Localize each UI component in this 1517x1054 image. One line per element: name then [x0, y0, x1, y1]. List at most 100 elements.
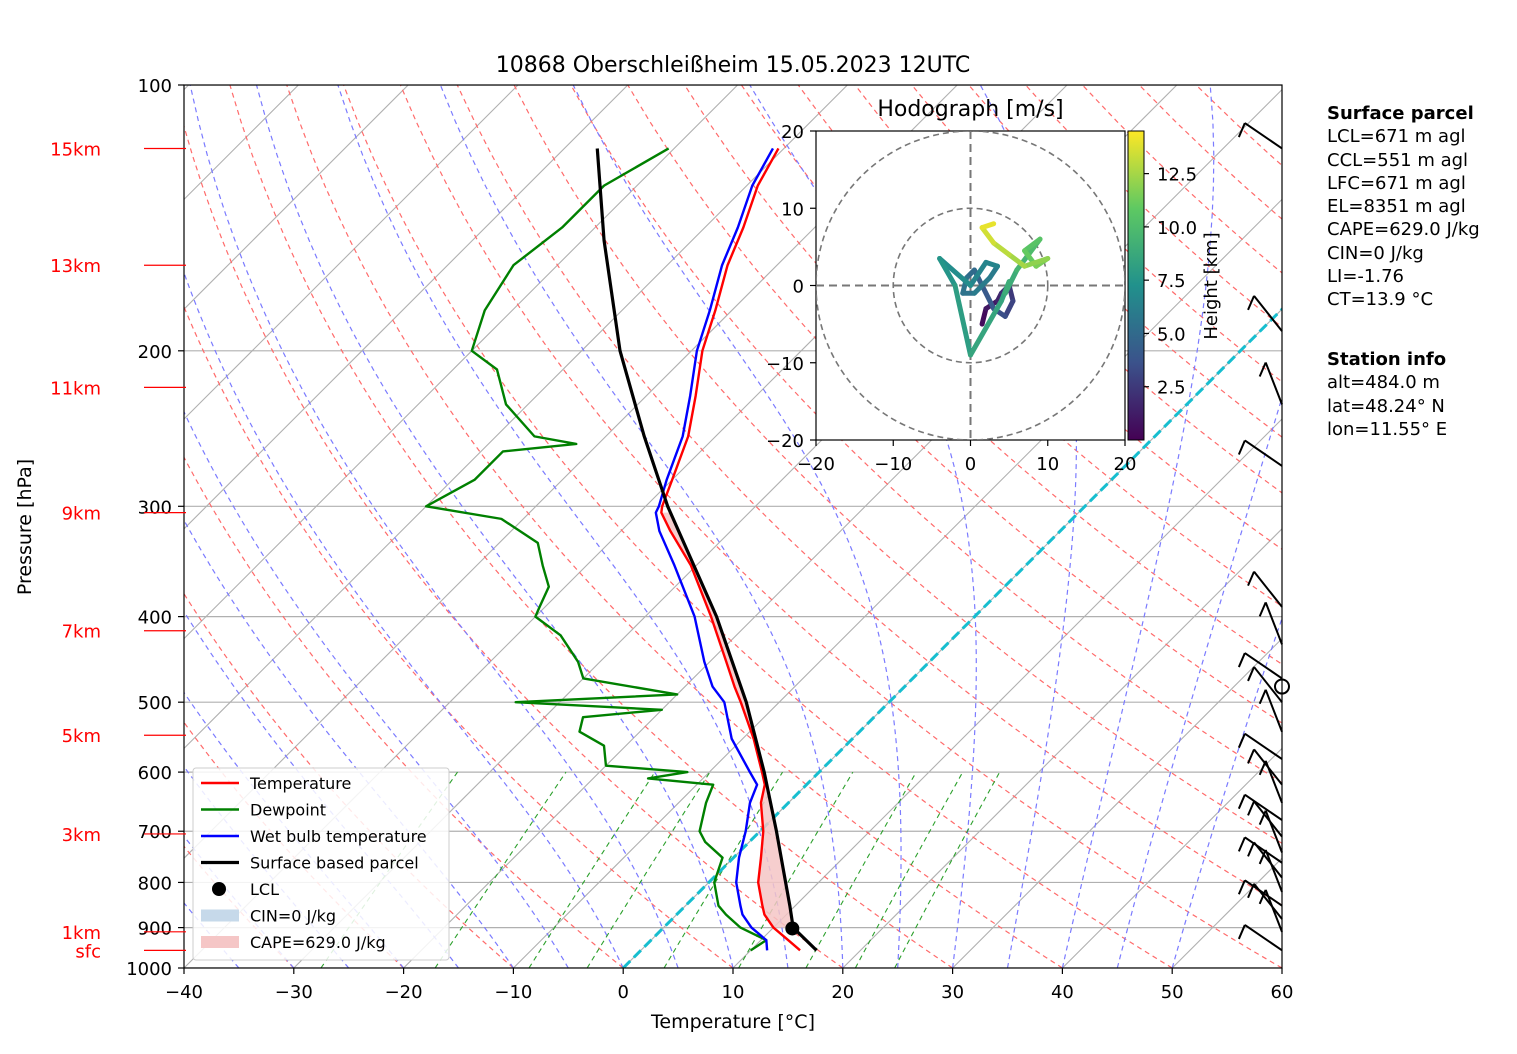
legend-label: Dewpoint [250, 801, 326, 820]
surface-parcel-cape: CAPE=629.0 J/kg [1327, 219, 1480, 241]
y-tick-label: 800 [138, 873, 172, 894]
moist-adiabat-line [1171, 616, 1282, 968]
hodograph-segment [1022, 255, 1051, 269]
axes: −40 −30 −20 −10 0 10 20 30 40 50 60100200300400500… [50, 76, 1293, 1003]
wind-barb [1264, 889, 1283, 933]
wind-barb-flag [1258, 362, 1267, 377]
hodograph-plot [816, 131, 1125, 440]
dry-adiabat-line [229, 85, 953, 968]
surface-parcel-panel: Surface parcel LCL=671 m agl CCL=551 m a… [1327, 102, 1480, 312]
isotherm-line [1062, 747, 1282, 968]
colorbar-tick-label: 5.0 [1157, 324, 1186, 345]
dry-adiabat-line [184, 124, 844, 968]
wind-barb-flag [1258, 889, 1267, 905]
mixing-ratio-line [854, 771, 964, 968]
wind-barb-flag [1247, 749, 1255, 764]
height-label: 13km [50, 256, 101, 277]
legend-swatch [212, 882, 226, 896]
isotherm-line [184, 85, 629, 530]
dry-adiabat-line [343, 85, 1173, 968]
moist-adiabat-line [979, 85, 1078, 968]
moist-adiabat-line [184, 410, 569, 968]
x-tick-label: −40 [165, 982, 203, 1003]
wind-barb [1264, 810, 1283, 853]
surface-parcel-ccl: CCL=551 m agl [1327, 149, 1469, 171]
legend-swatch [201, 936, 239, 948]
y-tick-label: 1000 [126, 959, 172, 980]
hodograph-segment [1022, 236, 1043, 254]
wind-barb-flag [1237, 440, 1246, 455]
height-label: 11km [50, 378, 101, 399]
legend: Temperature Dewpoint Wet bulb temperature S… [192, 767, 450, 961]
isotherm-line [184, 85, 848, 750]
dry-adiabat-line [911, 85, 1282, 438]
mixing-ratio-line [738, 771, 854, 968]
dry-adiabat-line [184, 721, 405, 968]
hodograph-segment [991, 240, 1012, 258]
legend-label: CIN=0 J/kg [250, 907, 336, 926]
moist-adiabat-line [255, 85, 734, 968]
wind-barb-flag [1247, 883, 1255, 899]
wind-barb-flag [1237, 733, 1246, 749]
chart-title: 10868 Oberschleißheim 15.05.2023 12UTC [496, 53, 971, 78]
surface-parcel-title: Surface parcel [1327, 103, 1474, 124]
wind-barb [1244, 793, 1283, 821]
y-tick-label: 400 [138, 608, 172, 629]
colorbar-tick-label: 12.5 [1157, 165, 1197, 186]
legend-label: Temperature [249, 774, 351, 793]
x-tick-label: 30 [941, 982, 964, 1003]
series-line-dewpoint [424, 147, 768, 952]
x-tick-label: 0 [617, 982, 628, 1003]
wind-barb-flag [1237, 652, 1246, 668]
y-tick-label: 900 [138, 919, 172, 940]
isotherm-line [842, 528, 1282, 968]
hodograph-segment [979, 306, 989, 327]
hodograph-segment [979, 283, 997, 312]
wind-barb-flag [1237, 879, 1246, 895]
surface-parcel-li: LI=-1.76 [1327, 266, 1404, 288]
surface-parcel-ct: CT=13.9 °C [1327, 289, 1434, 311]
zero-isotherm-line [622, 307, 1282, 968]
profile-lines [424, 147, 818, 952]
wind-barb [1253, 295, 1283, 332]
surface-parcel-lfc: LFC=671 m agl [1327, 172, 1466, 194]
height-label: 9km [62, 504, 101, 525]
hodograph-y-tick-label: 10 [781, 199, 804, 220]
x-tick-label: −20 [385, 982, 423, 1003]
height-label: 3km [62, 825, 101, 846]
hodograph-y-tick-label: 0 [793, 277, 804, 298]
wind-barb [1253, 571, 1283, 608]
y-axis-label: Pressure [hPa] [14, 459, 36, 595]
isotherm-line [732, 418, 1282, 968]
moist-adiabat-line [184, 519, 514, 968]
x-tick-label: 20 [831, 982, 854, 1003]
hodograph-title: Hodograph [m/s] [877, 97, 1063, 122]
legend-label: CAPE=629.0 J/kg [250, 933, 386, 952]
dry-adiabat-line [399, 85, 1282, 968]
hodograph-x-tick-label: −20 [797, 454, 835, 475]
wind-barb [1244, 439, 1283, 467]
dry-adiabat-line [570, 85, 1282, 784]
surface-parcel-lcl: LCL=671 m agl [1327, 126, 1466, 148]
wind-barb [1244, 732, 1283, 760]
x-tick-label: 10 [722, 982, 745, 1003]
isotherm-line [184, 85, 738, 640]
wind-barb-flag [1258, 689, 1267, 705]
y-tick-label: 300 [138, 497, 172, 518]
height-label: 7km [62, 622, 101, 643]
wind-barb [1244, 652, 1283, 680]
wind-barb [1244, 924, 1283, 952]
wind-barb-flag [1247, 295, 1255, 311]
hodograph-segment [937, 255, 958, 288]
x-tick-label: 40 [1051, 982, 1074, 1003]
hodograph-x-tick-label: 0 [965, 454, 976, 475]
hodograph-segment [979, 221, 997, 231]
x-tick-label: −30 [275, 982, 313, 1003]
surface-parcel-el: EL=8351 m agl [1327, 196, 1466, 218]
wind-barb-flag [1247, 666, 1255, 682]
wind-barb-flag [1258, 849, 1267, 865]
moist-adiabat-line [1061, 85, 1215, 968]
cape-fill-layer [661, 512, 794, 928]
mixing-ratio-line [894, 771, 1001, 968]
station-info-panel: Station info alt=484.0 m lat=48.24° N lo… [1327, 348, 1447, 441]
